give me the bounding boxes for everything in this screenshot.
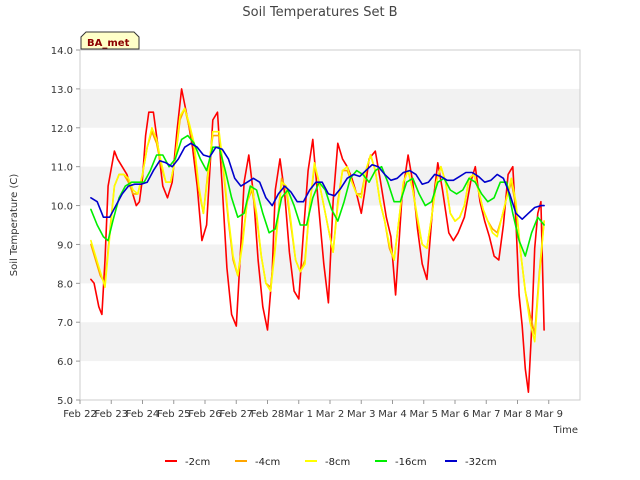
y-tick-label: 6.0 xyxy=(57,357,73,368)
y-tick-label: 9.0 xyxy=(57,240,73,251)
x-tick-label: Mar 2 xyxy=(316,409,344,420)
x-tick-label: Mar 6 xyxy=(441,409,469,420)
x-tick-label: Feb 27 xyxy=(219,409,253,420)
y-tick-label: 8.0 xyxy=(57,279,73,290)
x-tick-label: Mar 9 xyxy=(535,409,563,420)
y-tick-label: 5.0 xyxy=(57,396,73,407)
y-tick-label: 14.0 xyxy=(51,46,73,57)
x-tick-label: Mar 5 xyxy=(410,409,438,420)
y-axis-label: Soil Temperature (C) xyxy=(9,174,20,277)
x-axis-label: Time xyxy=(553,425,578,436)
series-line-32cm xyxy=(90,142,545,220)
y-tick-label: 7.0 xyxy=(57,318,73,329)
station-badge-text: BA_met xyxy=(87,38,130,49)
x-tick-label: Mar 7 xyxy=(472,409,500,420)
x-tick-label: Feb 22 xyxy=(63,409,97,420)
station-badge: BA_met xyxy=(80,31,140,50)
legend-label: -4cm xyxy=(255,457,280,468)
legend-label: -8cm xyxy=(325,457,350,468)
y-axis-ticks: 5.0 6.0 7.0 8.0 9.0 10.0 11.0 12.0 13.0 14.0 xyxy=(51,46,80,407)
x-tick-label: Mar 8 xyxy=(503,409,531,420)
x-tick-label: Feb 25 xyxy=(157,409,191,420)
x-tick-label: Mar 4 xyxy=(378,409,406,420)
y-tick-label: 12.0 xyxy=(51,124,73,135)
legend: -2cm -4cm -8cm -16cm -32cm xyxy=(165,457,497,468)
legend-label: -2cm xyxy=(185,457,210,468)
series-line-4cm xyxy=(90,107,545,335)
series-line-16cm xyxy=(90,134,545,257)
chart-title: Soil Temperatures Set B xyxy=(242,5,397,20)
x-tick-label: Feb 23 xyxy=(94,409,128,420)
grid-band xyxy=(80,322,580,362)
y-tick-label: 13.0 xyxy=(51,85,73,96)
x-tick-label: Feb 26 xyxy=(188,409,222,420)
y-tick-label: 10.0 xyxy=(51,202,73,213)
series-line-8cm xyxy=(90,107,545,343)
x-tick-label: Mar 3 xyxy=(347,409,375,420)
y-tick-label: 11.0 xyxy=(51,163,73,174)
x-tick-label: Feb 24 xyxy=(126,409,160,420)
legend-label: -16cm xyxy=(395,457,427,468)
series-line-2cm xyxy=(90,88,545,394)
station-badge-box xyxy=(80,31,140,50)
x-tick-label: Feb 28 xyxy=(251,409,285,420)
x-tick-label: Mar 1 xyxy=(285,409,313,420)
legend-label: -32cm xyxy=(465,457,497,468)
series-lines xyxy=(90,88,545,394)
grid-band xyxy=(80,88,580,128)
